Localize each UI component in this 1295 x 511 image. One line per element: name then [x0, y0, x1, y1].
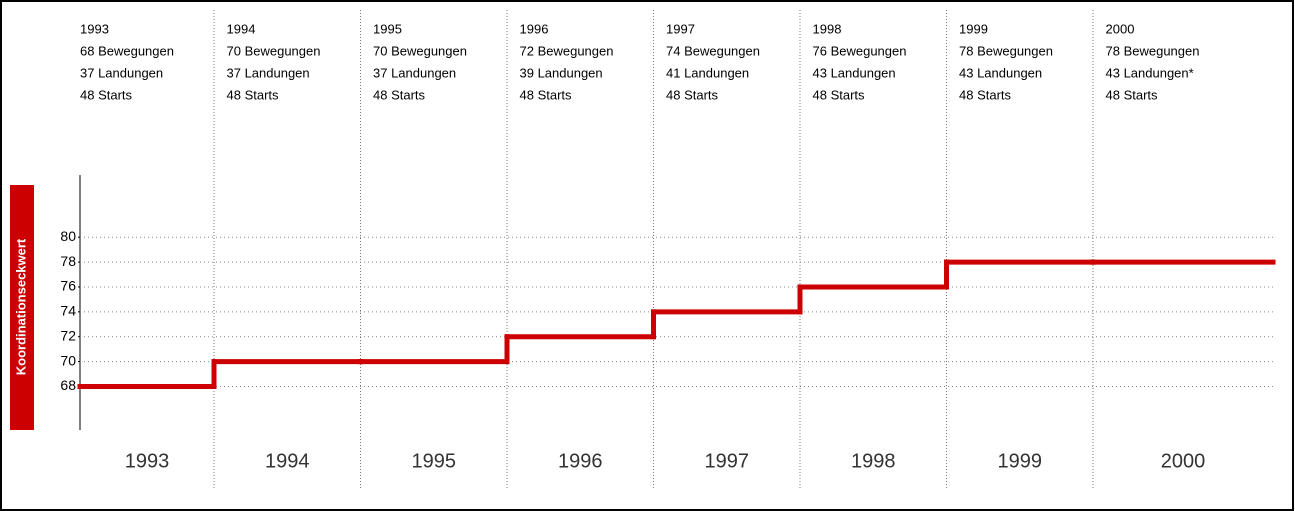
- info-line: 48 Starts: [227, 87, 280, 102]
- info-line: 48 Starts: [959, 87, 1012, 102]
- x-tick-label: 1995: [412, 450, 457, 472]
- info-line: 70 Bewegungen: [227, 43, 321, 58]
- x-tick-label: 1996: [558, 450, 603, 472]
- y-tick-label: 78: [60, 253, 76, 269]
- x-tick-label: 1999: [998, 450, 1043, 472]
- x-tick-label: 1998: [851, 450, 896, 472]
- info-year: 1997: [666, 21, 695, 36]
- info-year: 1998: [813, 21, 842, 36]
- info-line: 37 Landungen: [373, 65, 456, 80]
- y-tick-label: 80: [60, 228, 76, 244]
- x-tick-label: 1994: [265, 450, 310, 472]
- info-line: 74 Bewegungen: [666, 43, 760, 58]
- info-year: 2000: [1106, 21, 1135, 36]
- info-line: 78 Bewegungen: [959, 43, 1053, 58]
- info-year: 1993: [80, 21, 109, 36]
- y-tick-label: 74: [60, 303, 76, 319]
- x-tick-label: 1997: [705, 450, 750, 472]
- x-tick-label: 2000: [1161, 450, 1206, 472]
- info-line: 37 Landungen: [80, 65, 163, 80]
- info-line: 48 Starts: [373, 87, 426, 102]
- info-line: 48 Starts: [666, 87, 719, 102]
- y-tick-label: 68: [60, 377, 76, 393]
- info-line: 72 Bewegungen: [520, 43, 614, 58]
- info-line: 78 Bewegungen: [1106, 43, 1200, 58]
- info-year: 1994: [227, 21, 256, 36]
- info-line: 48 Starts: [813, 87, 866, 102]
- y-tick-label: 76: [60, 278, 76, 294]
- info-line: 43 Landungen: [813, 65, 896, 80]
- y-tick-label: 72: [60, 327, 76, 343]
- info-line: 76 Bewegungen: [813, 43, 907, 58]
- info-year: 1999: [959, 21, 988, 36]
- info-year: 1996: [520, 21, 549, 36]
- y-axis-label: Koordinationseckwert: [13, 238, 28, 375]
- info-line: 39 Landungen: [520, 65, 603, 80]
- info-line: 48 Starts: [80, 87, 133, 102]
- info-line: 43 Landungen*: [1106, 65, 1194, 80]
- info-line: 48 Starts: [1106, 87, 1159, 102]
- info-line: 43 Landungen: [959, 65, 1042, 80]
- info-line: 48 Starts: [520, 87, 573, 102]
- info-line: 37 Landungen: [227, 65, 310, 80]
- x-tick-label: 1993: [125, 450, 170, 472]
- info-line: 70 Bewegungen: [373, 43, 467, 58]
- info-line: 41 Landungen: [666, 65, 749, 80]
- y-label-box: [10, 185, 34, 430]
- info-year: 1995: [373, 21, 402, 36]
- info-line: 68 Bewegungen: [80, 43, 174, 58]
- y-tick-label: 70: [60, 352, 76, 368]
